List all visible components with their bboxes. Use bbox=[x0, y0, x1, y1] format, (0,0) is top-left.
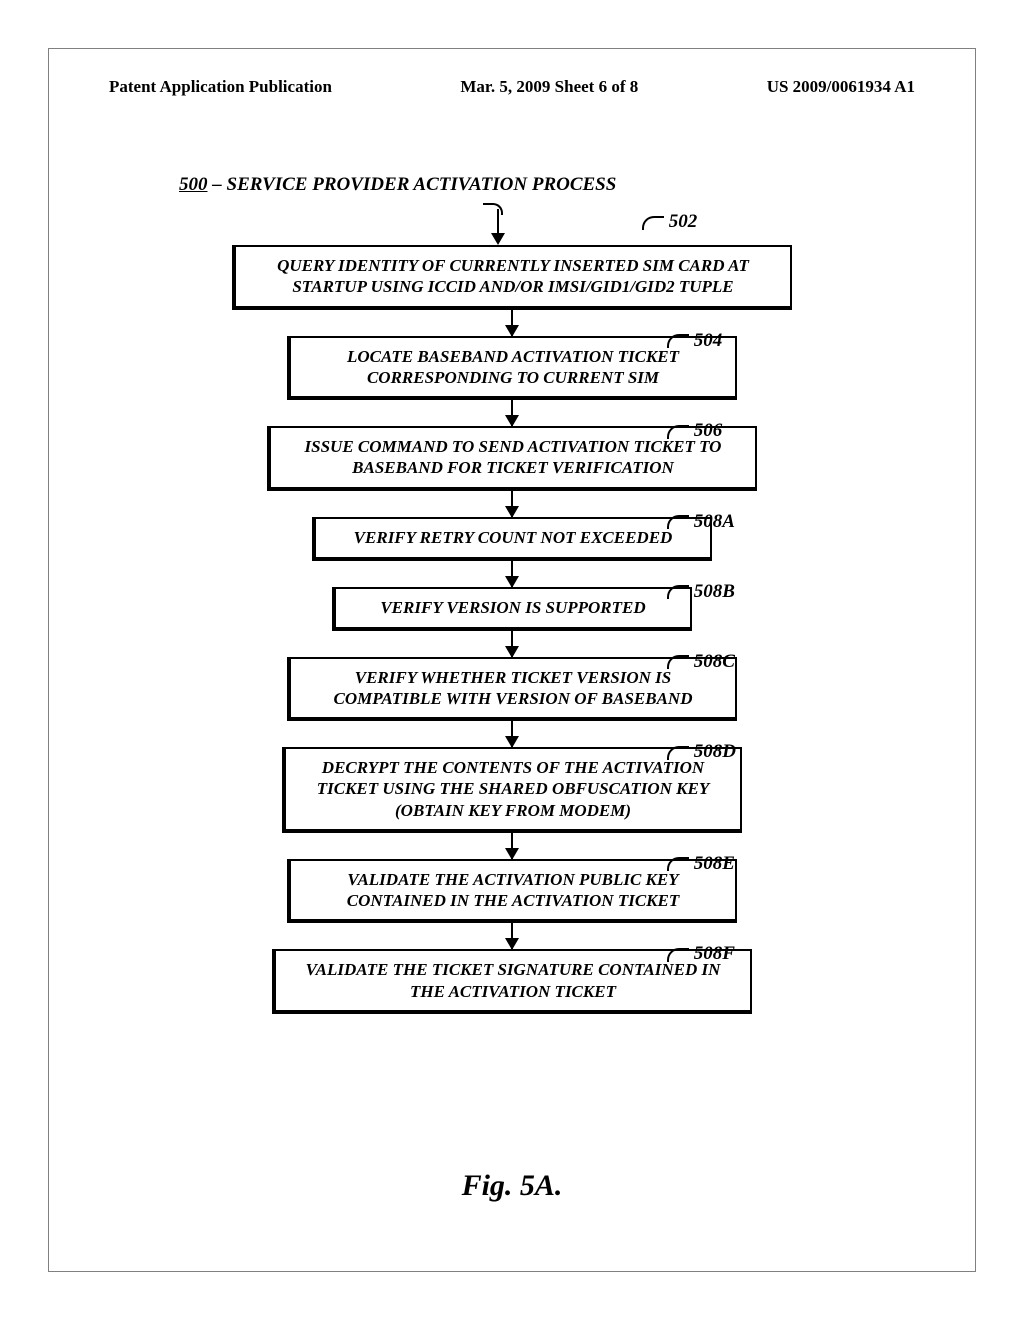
flow-connector bbox=[511, 833, 513, 859]
page-header: Patent Application Publication Mar. 5, 2… bbox=[49, 49, 975, 97]
flow-ref-label: 508A bbox=[667, 511, 735, 533]
flow-ref-label: 504 bbox=[667, 330, 722, 352]
entry-arrow bbox=[497, 209, 498, 245]
flow-step: VERIFY RETRY COUNT NOT EXCEEDED 508A bbox=[312, 517, 712, 561]
flow-ref-label: 508B bbox=[667, 581, 735, 603]
ref-text: 506 bbox=[689, 420, 722, 441]
ref-text: 508F bbox=[689, 943, 735, 964]
flow-ref-label: 502 bbox=[642, 211, 697, 233]
title-number: 500 bbox=[179, 174, 208, 195]
flow-connector bbox=[511, 923, 513, 949]
flow-ref-label: 508F bbox=[667, 943, 735, 965]
flow-step: QUERY IDENTITY OF CURRENTLY INSERTED SIM… bbox=[232, 245, 792, 310]
flow-ref-label: 508C bbox=[667, 651, 735, 673]
ref-text: 502 bbox=[664, 211, 697, 232]
flow-step: VALIDATE THE ACTIVATION PUBLIC KEY CONTA… bbox=[287, 859, 737, 924]
ref-hook-icon bbox=[667, 425, 689, 439]
diagram-title: 500 – SERVICE PROVIDER ACTIVATION PROCES… bbox=[179, 174, 616, 196]
header-right: US 2009/0061934 A1 bbox=[767, 77, 915, 97]
flow-connector bbox=[511, 491, 513, 517]
ref-text: 508C bbox=[689, 651, 735, 672]
flow-step: VERIFY VERSION IS SUPPORTED 508B bbox=[332, 587, 692, 631]
ref-hook-icon bbox=[667, 857, 689, 871]
flow-step: LOCATE BASEBAND ACTIVATION TICKET CORRES… bbox=[287, 336, 737, 401]
flow-step: VERIFY WHETHER TICKET VERSION IS COMPATI… bbox=[287, 657, 737, 722]
flow-step: ISSUE COMMAND TO SEND ACTIVATION TICKET … bbox=[267, 426, 757, 491]
flow-ref-label: 508E bbox=[667, 853, 735, 875]
flow-ref-label: 508D bbox=[667, 741, 736, 763]
flow-connector bbox=[511, 631, 513, 657]
flowchart: QUERY IDENTITY OF CURRENTLY INSERTED SIM… bbox=[162, 209, 862, 1014]
ref-text: 508B bbox=[689, 581, 735, 602]
ref-hook-icon bbox=[667, 948, 689, 962]
ref-text: 508D bbox=[689, 741, 736, 762]
flow-box: VERIFY VERSION IS SUPPORTED bbox=[332, 587, 692, 631]
header-left: Patent Application Publication bbox=[109, 77, 332, 97]
figure-caption: Fig. 5A. bbox=[49, 1169, 975, 1203]
page-frame: Patent Application Publication Mar. 5, 2… bbox=[48, 48, 976, 1272]
entry-hook-icon bbox=[483, 203, 503, 215]
ref-hook-icon bbox=[642, 216, 664, 230]
flow-connector bbox=[511, 561, 513, 587]
ref-hook-icon bbox=[667, 655, 689, 669]
flow-ref-label: 506 bbox=[667, 420, 722, 442]
flow-connector bbox=[511, 310, 513, 336]
flow-connector bbox=[511, 721, 513, 747]
ref-hook-icon bbox=[667, 585, 689, 599]
header-center: Mar. 5, 2009 Sheet 6 of 8 bbox=[460, 77, 638, 97]
flow-step: DECRYPT THE CONTENTS OF THE ACTIVATION T… bbox=[282, 747, 742, 833]
ref-text: 508A bbox=[689, 511, 735, 532]
ref-text: 504 bbox=[689, 330, 722, 351]
ref-hook-icon bbox=[667, 334, 689, 348]
flow-step: VALIDATE THE TICKET SIGNATURE CONTAINED … bbox=[272, 949, 752, 1014]
ref-hook-icon bbox=[667, 515, 689, 529]
title-text: – SERVICE PROVIDER ACTIVATION PROCESS bbox=[212, 174, 616, 195]
flow-box: VERIFY RETRY COUNT NOT EXCEEDED bbox=[312, 517, 712, 561]
ref-text: 508E bbox=[689, 853, 735, 874]
ref-hook-icon bbox=[667, 746, 689, 760]
flow-connector bbox=[511, 400, 513, 426]
flow-box: QUERY IDENTITY OF CURRENTLY INSERTED SIM… bbox=[232, 245, 792, 310]
